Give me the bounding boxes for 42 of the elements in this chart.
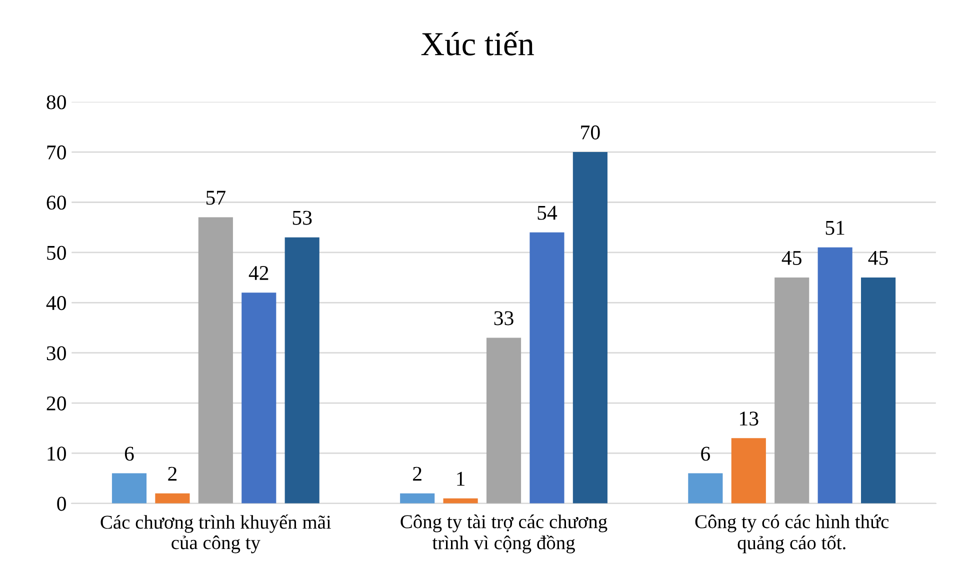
y-tick-label: 30 — [46, 346, 66, 360]
data-label: 6 — [701, 446, 710, 461]
bar — [486, 338, 522, 504]
bar — [572, 152, 608, 504]
data-label: 45 — [782, 251, 802, 265]
x-tick-label: Các chương trình khuyến mãi của công ty — [100, 514, 332, 554]
data-label: 53 — [292, 210, 312, 225]
y-tick-label: 50 — [47, 246, 66, 260]
data-label: 51 — [826, 220, 844, 235]
data-label: 6 — [124, 446, 134, 461]
bar — [860, 278, 896, 504]
data-label: 70 — [581, 125, 600, 140]
x-tick-label: Công ty tài trợ các chương trình vì cộng đồng — [400, 514, 608, 554]
bar — [530, 232, 564, 504]
y-tick-label: 20 — [46, 396, 66, 410]
y-tick-label: 10 — [48, 446, 66, 461]
y-tick-label: 70 — [47, 145, 66, 160]
y-tick-label: 80 — [46, 95, 66, 110]
y-tick-label: 0 — [57, 496, 66, 511]
data-label: 54 — [538, 206, 558, 220]
bar — [242, 292, 276, 504]
bar — [400, 493, 435, 504]
bar — [284, 237, 320, 504]
bar — [774, 278, 810, 504]
data-label: 33 — [494, 311, 514, 326]
data-label: 45 — [868, 251, 888, 265]
x-tick-label: Công ty có các hình thức quảng cáo tốt. — [695, 514, 889, 554]
data-label: 42 — [248, 266, 268, 280]
chart-title: Xúc tiến — [421, 31, 534, 56]
data-label: 2 — [413, 466, 422, 481]
bar — [112, 473, 147, 504]
data-label: 57 — [206, 190, 226, 205]
bar — [731, 438, 766, 504]
y-tick-label: 40 — [46, 296, 66, 310]
bar — [818, 247, 852, 504]
bar — [688, 473, 723, 504]
bar — [198, 217, 233, 504]
data-label: 2 — [168, 466, 177, 481]
data-label: 1 — [457, 472, 465, 486]
y-tick-label: 60 — [46, 196, 66, 210]
data-label: 13 — [740, 412, 758, 426]
bar — [155, 493, 190, 504]
